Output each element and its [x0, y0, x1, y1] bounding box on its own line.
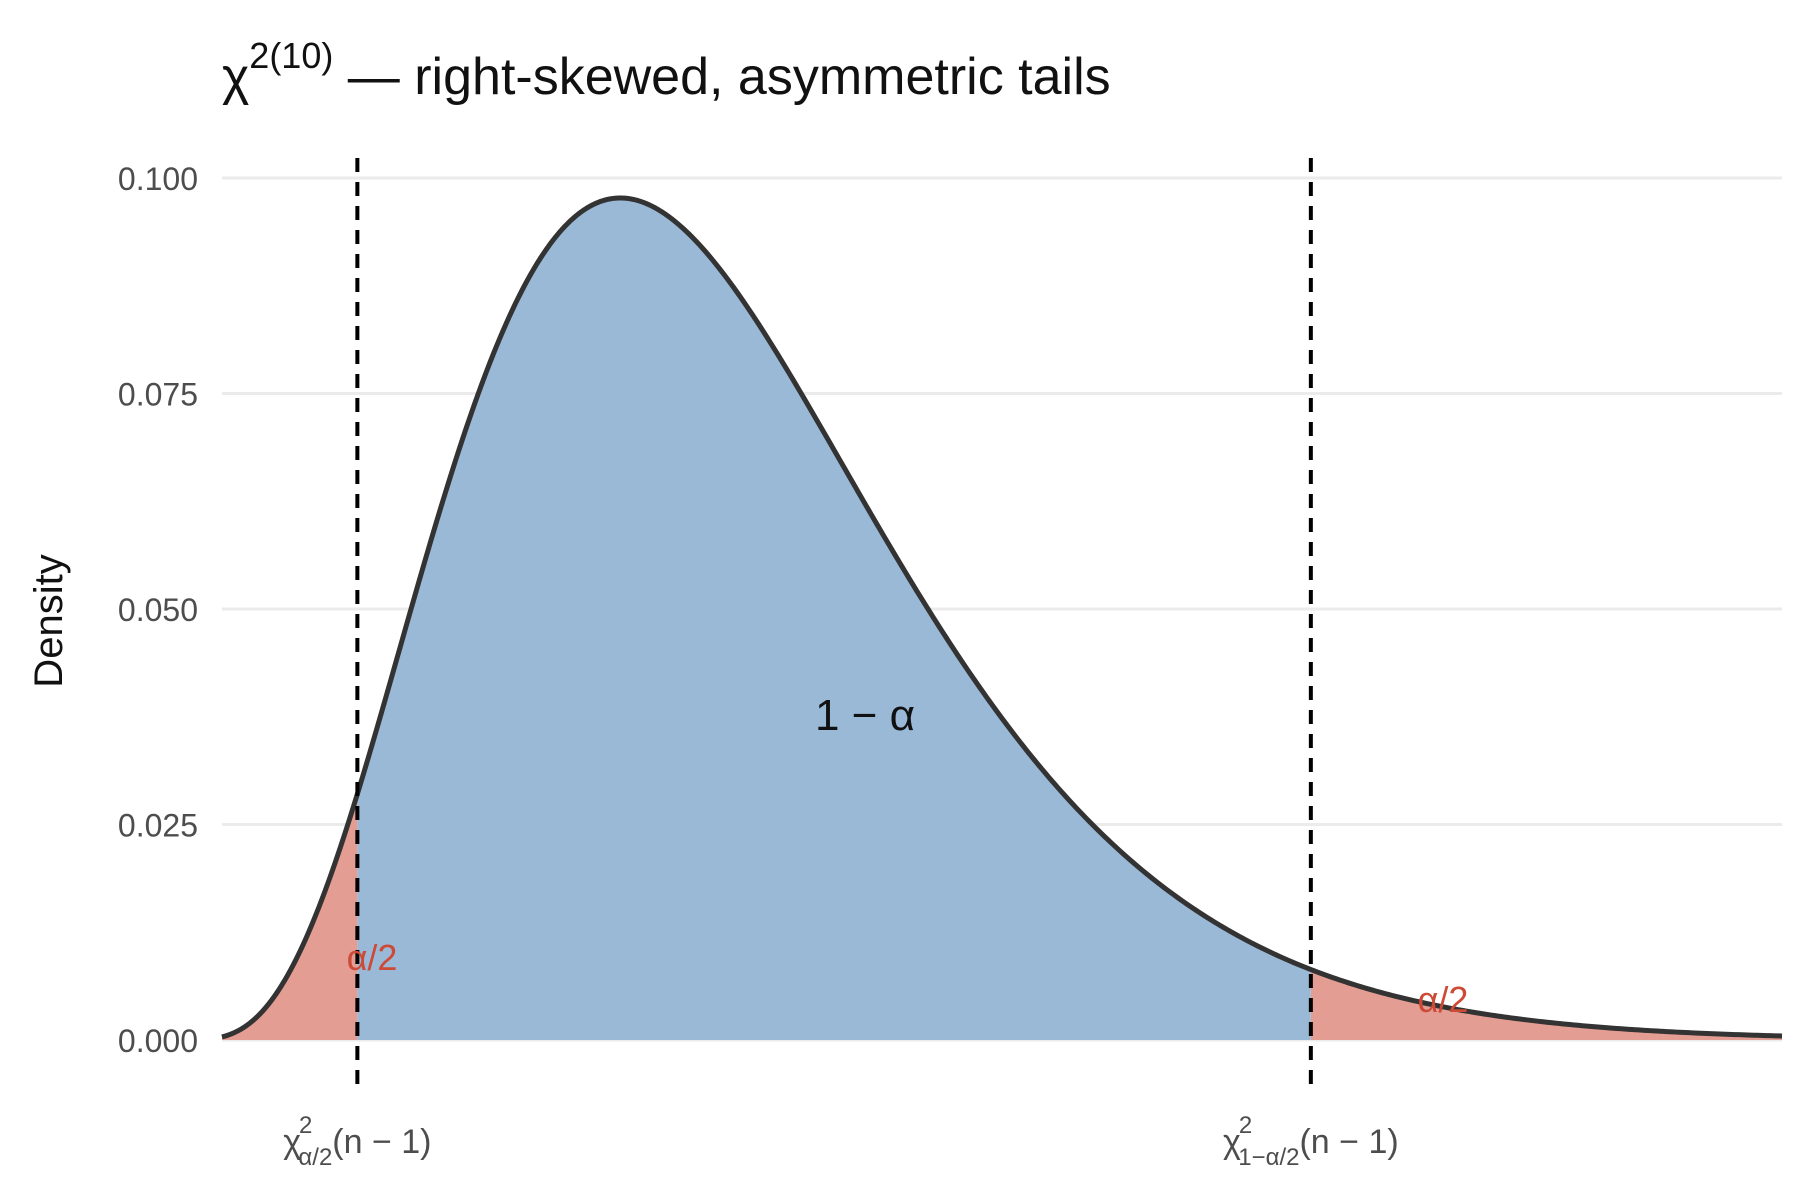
- left-tail-label: α/2: [347, 937, 398, 978]
- y-tick-label: 0.050: [118, 592, 198, 628]
- y-tick-label: 0.025: [118, 808, 198, 844]
- x-tick-upper-base: χ: [1223, 1123, 1241, 1161]
- x-tick-label-lower-critical: χ2 α/2(n − 1): [283, 1112, 431, 1171]
- density-curve-group: [221, 195, 1783, 1040]
- center-area: [357, 197, 1311, 1041]
- right-tail-label: α/2: [1418, 979, 1469, 1020]
- chart-title-symbol: χ: [222, 48, 249, 106]
- y-tick-labels: 0.000 0.025 0.050 0.075 0.100: [118, 161, 198, 1059]
- density-areas: [222, 197, 1782, 1041]
- right-tail-area: [1310, 969, 1782, 1040]
- y-tick-label: 0.000: [118, 1023, 198, 1059]
- x-tick-upper-sup: 2: [1239, 1112, 1252, 1139]
- x-tick-lower-sub: α/2: [298, 1144, 332, 1171]
- chart-title-rest: — right-skewed, asymmetric tails: [333, 48, 1110, 106]
- left-tail-area: [222, 793, 358, 1040]
- x-tick-upper-sub: 1−α/2: [1238, 1144, 1299, 1171]
- chart-title-superscript: 2(10): [249, 35, 333, 76]
- y-tick-label: 0.100: [118, 161, 198, 197]
- y-axis-label: Density: [27, 554, 71, 687]
- density-curve: [221, 195, 1783, 1040]
- x-tick-label-upper-critical: χ2 1−α/2(n − 1): [1223, 1112, 1399, 1171]
- y-tick-label: 0.075: [118, 377, 198, 413]
- x-tick-lower-sup: 2: [299, 1112, 312, 1139]
- critical-value-lines: [355, 158, 1313, 1085]
- x-tick-upper-tail: (n − 1): [1299, 1123, 1398, 1161]
- x-tick-lower-base: χ: [283, 1123, 301, 1161]
- center-region-label: 1 − α: [815, 691, 915, 740]
- x-tick-lower-tail: (n − 1): [332, 1123, 431, 1161]
- chart-title: χ2(10) — right-skewed, asymmetric tails: [222, 35, 1111, 106]
